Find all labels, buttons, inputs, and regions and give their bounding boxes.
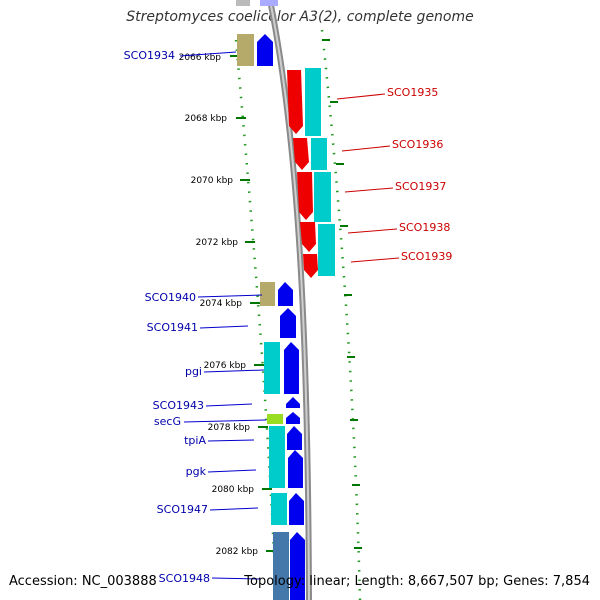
gene-label-SCO1941[interactable]: SCO1941 (147, 321, 198, 334)
gene-label-tpiA[interactable]: tpiA (184, 434, 206, 447)
ruler-label: 2072 kbp (196, 238, 239, 248)
left-track-boundary (234, 39, 278, 600)
cog-boxes (237, 34, 335, 600)
ruler-label: 2082 kbp (216, 547, 259, 557)
gene-label-SCO1947[interactable]: SCO1947 (157, 503, 208, 516)
ruler-label: 2076 kbp (204, 361, 247, 371)
ruler-label: 2074 kbp (200, 299, 243, 309)
ruler-label: 2066 kbp (179, 53, 222, 63)
gene-label-pgk[interactable]: pgk (186, 465, 207, 478)
gene-label-SCO1938[interactable]: SCO1938 (399, 221, 450, 234)
gene-label-SCO1939[interactable]: SCO1939 (401, 250, 452, 263)
gene-label-SCO1943[interactable]: SCO1943 (153, 399, 204, 412)
gene-label-SCO1936[interactable]: SCO1936 (392, 138, 443, 151)
gene-label-SCO1940[interactable]: SCO1940 (145, 291, 196, 304)
gene-label-pgi[interactable]: pgi (185, 365, 202, 378)
ruler-label: 2078 kbp (208, 423, 251, 433)
gene-label-secG[interactable]: secG (154, 415, 181, 428)
forward-genes (257, 34, 305, 600)
gene-label-SCO1934[interactable]: SCO1934 (124, 49, 175, 62)
ruler-label: 2068 kbp (185, 114, 228, 124)
ruler-label: 2080 kbp (212, 485, 255, 495)
reverse-genes (287, 70, 318, 278)
right-ruler-ticks (322, 39, 362, 549)
accession-label: Accession: NC_003888 (9, 574, 157, 589)
map-title: Streptomyces coelicolor A3(2), complete … (126, 9, 474, 25)
gene-label-SCO1948[interactable]: SCO1948 (159, 572, 210, 585)
gene-label-SCO1935[interactable]: SCO1935 (387, 86, 438, 99)
ruler-label: 2070 kbp (191, 176, 234, 186)
gene-label-SCO1937[interactable]: SCO1937 (395, 180, 446, 193)
ruler-ticks (230, 55, 276, 552)
right-track-boundary (320, 29, 362, 600)
genome-summary: Topology: linear; Length: 8,667,507 bp; … (244, 574, 590, 589)
